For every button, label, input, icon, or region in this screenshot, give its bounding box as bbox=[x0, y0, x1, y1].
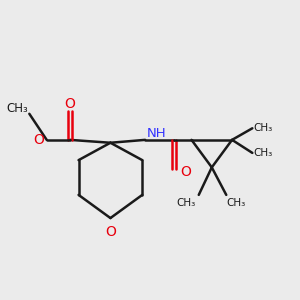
Text: O: O bbox=[33, 133, 44, 147]
Text: O: O bbox=[105, 225, 116, 239]
Text: CH₃: CH₃ bbox=[254, 148, 273, 158]
Text: CH₃: CH₃ bbox=[254, 123, 273, 133]
Text: CH₃: CH₃ bbox=[226, 198, 245, 208]
Text: CH₃: CH₃ bbox=[177, 198, 196, 208]
Text: CH₃: CH₃ bbox=[6, 101, 28, 115]
Text: NH: NH bbox=[147, 127, 166, 140]
Text: O: O bbox=[64, 97, 75, 111]
Text: O: O bbox=[180, 165, 191, 179]
